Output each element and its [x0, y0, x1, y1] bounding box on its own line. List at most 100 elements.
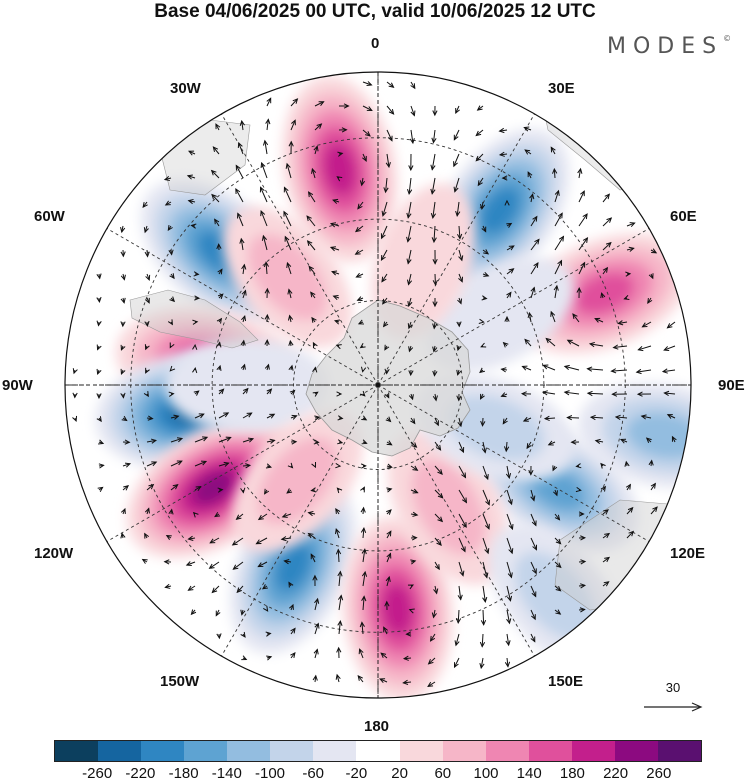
- wind-arrowhead: [172, 483, 179, 490]
- wind-arrowhead: [635, 368, 642, 375]
- wind-arrowhead: [169, 296, 176, 303]
- wind-arrowhead: [96, 273, 102, 280]
- wind-arrowhead: [283, 186, 289, 193]
- color-swatch: [356, 741, 400, 761]
- wind-arrowhead: [384, 344, 390, 351]
- anomaly-center: [164, 338, 329, 432]
- wind-arrow: [567, 339, 580, 347]
- wind-arrowhead: [241, 263, 247, 270]
- wind-arrowhead: [579, 607, 586, 613]
- wind-arrowhead: [532, 568, 537, 575]
- wind-arrowhead: [264, 287, 270, 294]
- wind-arrow: [431, 177, 436, 194]
- wind-arrow: [526, 441, 532, 449]
- wind-arrowhead: [291, 439, 298, 445]
- wind-arrowhead: [500, 392, 507, 398]
- wind-arrow: [236, 513, 244, 520]
- wind-arrow: [602, 581, 609, 587]
- wind-arrowhead: [531, 614, 536, 621]
- wind-arrowhead: [575, 486, 582, 493]
- wind-arrowhead: [412, 511, 419, 517]
- wind-arrow: [236, 585, 244, 593]
- wind-arrow: [434, 585, 438, 594]
- wind-arrowhead: [123, 485, 130, 491]
- wind-arrowhead: [366, 106, 373, 111]
- wind-arrowhead: [329, 246, 336, 252]
- wind-arrowhead: [627, 506, 634, 513]
- wind-arrow: [481, 633, 484, 647]
- wind-arrowhead: [455, 107, 460, 115]
- wind-arrowhead: [288, 339, 294, 346]
- meridian-line: [106, 384, 379, 542]
- wind-arrowhead: [383, 626, 388, 633]
- wind-arrow: [587, 392, 604, 395]
- wind-arrowhead: [387, 135, 393, 142]
- wind-arrow: [379, 678, 388, 683]
- wind-arrowhead: [461, 522, 467, 529]
- wind-arrowhead: [361, 415, 368, 421]
- wind-arrowhead: [411, 535, 418, 541]
- wind-arrowhead: [144, 320, 150, 327]
- wind-arrowhead: [455, 617, 462, 624]
- wind-arrowhead: [578, 511, 585, 517]
- wind-arrowhead: [287, 314, 294, 321]
- wind-arrowhead: [547, 440, 554, 446]
- wind-arrowhead: [430, 212, 437, 219]
- anomaly-contour: [192, 470, 235, 505]
- wind-arrowhead: [337, 415, 344, 421]
- wind-arrowhead: [269, 413, 276, 419]
- wind-arrowhead: [360, 506, 366, 513]
- wind-arrow: [386, 105, 394, 115]
- wind-arrow: [194, 436, 208, 443]
- wind-arrowhead: [604, 556, 611, 563]
- wind-arrowhead: [459, 570, 465, 577]
- wind-arrow: [458, 537, 466, 552]
- wind-arrow: [310, 554, 316, 563]
- color-scale-tick: -260: [82, 765, 113, 782]
- wind-arrowhead: [508, 268, 515, 274]
- wind-arrowhead: [508, 524, 514, 531]
- wind-arrow: [550, 311, 556, 323]
- wind-arrow: [554, 285, 558, 299]
- color-swatch: [141, 741, 185, 761]
- wind-arrowhead: [501, 175, 508, 181]
- wind-arrowhead: [580, 559, 587, 565]
- wind-arrow: [194, 413, 204, 419]
- wind-arrow: [475, 153, 484, 162]
- wind-arrow: [286, 163, 292, 179]
- wind-arrow: [542, 391, 556, 395]
- wind-arrowhead: [530, 286, 536, 293]
- wind-arrowhead: [651, 248, 658, 254]
- wind-arrowhead: [502, 418, 508, 425]
- wind-arrowhead: [645, 437, 652, 444]
- wind-arrowhead: [430, 164, 436, 171]
- wind-arrow: [458, 417, 462, 427]
- wind-arrow: [211, 585, 220, 593]
- wind-arrowhead: [335, 463, 342, 469]
- color-scale-tick: 220: [603, 765, 629, 782]
- wind-arrowhead: [577, 167, 583, 174]
- wind-arrow: [482, 489, 490, 505]
- wind-arrow: [258, 561, 268, 568]
- wind-arrowhead: [265, 463, 273, 469]
- wind-arrowhead: [483, 271, 490, 277]
- wind-arrow: [428, 657, 436, 665]
- wind-arrow: [578, 213, 588, 227]
- wind-arrow: [528, 312, 532, 323]
- wind-arrow: [553, 168, 556, 179]
- wind-arrowhead: [506, 222, 513, 228]
- wind-arrow: [211, 170, 220, 179]
- wind-arrowhead: [554, 514, 561, 521]
- wind-arrowhead: [210, 169, 217, 176]
- wind-arrowhead: [410, 83, 416, 90]
- wind-arrowhead: [594, 438, 601, 444]
- wind-arrowhead: [408, 346, 414, 353]
- wind-arrowhead: [316, 123, 323, 129]
- wind-arrow: [232, 537, 244, 546]
- wind-arrowhead: [193, 271, 200, 277]
- wind-arrowhead: [650, 482, 656, 489]
- color-scale-tick: -100: [254, 765, 286, 782]
- wind-arrow: [170, 484, 178, 491]
- wind-arrow: [214, 219, 220, 227]
- wind-arrowhead: [406, 212, 412, 219]
